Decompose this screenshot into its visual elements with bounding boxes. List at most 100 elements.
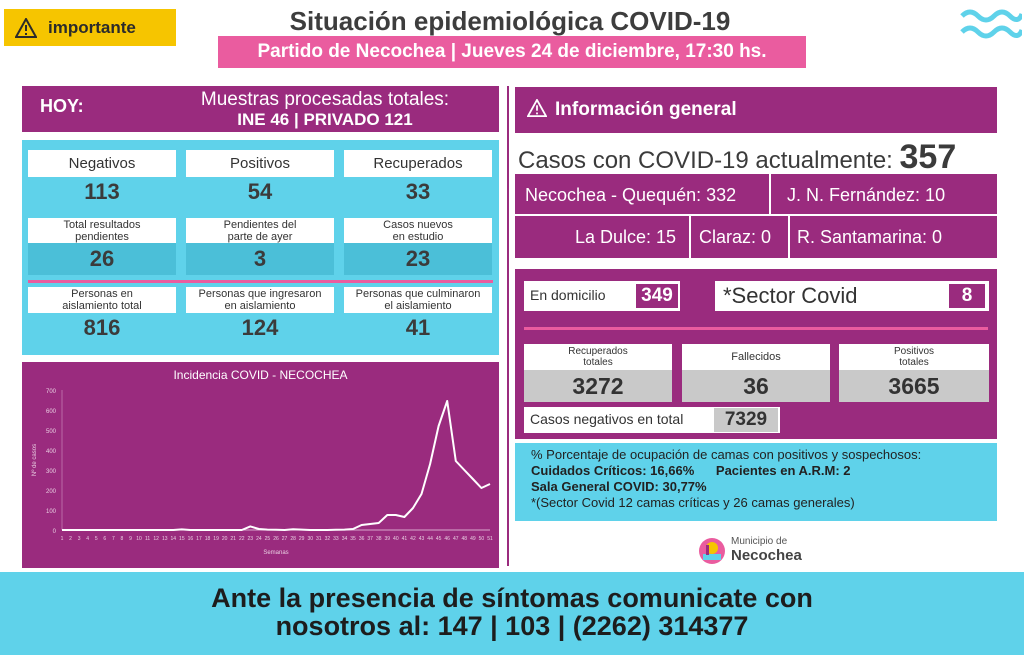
x-tick-label: 46 bbox=[444, 536, 450, 542]
fallecidos-value: 36 bbox=[682, 370, 830, 402]
waves-logo-icon bbox=[960, 6, 1024, 46]
x-tick-label: 4 bbox=[86, 536, 89, 542]
x-tick-label: 8 bbox=[121, 536, 124, 542]
x-tick-label: 41 bbox=[402, 536, 408, 542]
fallecidos-card: Fallecidos 36 bbox=[682, 344, 830, 402]
x-tick-label: 16 bbox=[188, 536, 194, 542]
warning-icon bbox=[526, 98, 548, 121]
importante-badge: importante bbox=[4, 9, 176, 46]
negativos-value: 113 bbox=[28, 177, 176, 207]
info-general-title: Información general bbox=[555, 99, 737, 120]
loc-separator bbox=[515, 214, 997, 216]
x-tick-label: 35 bbox=[350, 536, 356, 542]
loc-separator bbox=[689, 214, 691, 258]
chart-title: Incidencia COVID - NECOCHEA bbox=[173, 368, 348, 382]
footer-line1: Ante la presencia de síntomas comunicate… bbox=[211, 583, 813, 613]
x-tick-label: 43 bbox=[419, 536, 425, 542]
pendientes-ayer-value: 3 bbox=[186, 243, 334, 275]
x-tick-label: 20 bbox=[222, 536, 228, 542]
casos-actuales: Casos con COVID-19 actualmente: 357 bbox=[518, 138, 998, 177]
recuperados-totales-card: Recuperados totales 3272 bbox=[524, 344, 672, 402]
cuidados-criticos: Cuidados Críticos: 16,66% bbox=[531, 463, 695, 478]
positivos-label: Positivos bbox=[186, 150, 334, 177]
x-tick-label: 25 bbox=[265, 536, 271, 542]
y-tick-label: 400 bbox=[46, 449, 57, 455]
recuperados-value: 33 bbox=[344, 177, 492, 207]
x-tick-label: 32 bbox=[325, 536, 331, 542]
x-tick-label: 9 bbox=[129, 536, 132, 542]
fallecidos-label: Fallecidos bbox=[682, 344, 830, 370]
x-tick-label: 29 bbox=[299, 536, 305, 542]
care-panel: En domicilio 349 *Sector Covid 8 Recuper… bbox=[515, 269, 997, 439]
sector-covid-label: *Sector Covid bbox=[723, 283, 858, 308]
municipio-emblem-icon bbox=[699, 538, 725, 564]
positivos-value: 54 bbox=[186, 177, 334, 207]
casos-nuevos-label: Casos nuevos en estudio bbox=[344, 218, 492, 243]
x-tick-label: 39 bbox=[384, 536, 390, 542]
aislamiento-total-value: 816 bbox=[28, 313, 176, 343]
x-tick-label: 14 bbox=[170, 536, 176, 542]
stats-panel: Negativos 113 Positivos 54 Recuperados 3… bbox=[22, 140, 499, 355]
incidence-series-line bbox=[62, 400, 491, 531]
x-tick-label: 44 bbox=[427, 536, 433, 542]
camas-line2: Cuidados Críticos: 16,66% Pacientes en A… bbox=[531, 463, 981, 479]
x-tick-label: 1 bbox=[61, 536, 64, 542]
x-tick-label: 18 bbox=[205, 536, 211, 542]
camas-line1: % Porcentaje de ocupación de camas con p… bbox=[531, 447, 922, 462]
vertical-divider bbox=[507, 86, 509, 566]
x-tick-label: 30 bbox=[307, 536, 313, 542]
x-tick-label: 50 bbox=[479, 536, 485, 542]
logo-line1: Municipio de bbox=[731, 536, 788, 547]
sector-covid-value: 8 bbox=[949, 284, 985, 308]
x-tick-label: 51 bbox=[487, 536, 493, 542]
ingresaron-card: Personas que ingresaron en aislamiento 12… bbox=[186, 287, 334, 343]
hoy-panel: HOY: Muestras procesadas totales: INE 46… bbox=[22, 86, 499, 132]
warning-icon bbox=[4, 17, 48, 38]
camas-note: *(Sector Covid 12 camas críticas y 26 ca… bbox=[531, 495, 855, 510]
loc-claraz: Claraz: 0 bbox=[699, 226, 772, 247]
page-subtitle: Partido de Necochea | Jueves 24 de dicie… bbox=[218, 36, 806, 68]
positivos-totales-card: Positivos totales 3665 bbox=[839, 344, 989, 402]
positivos-card: Positivos 54 bbox=[186, 150, 334, 207]
casos-nuevos-card: Casos nuevos en estudio 23 bbox=[344, 218, 492, 275]
loc-santamarina: R. Santamarina: 0 bbox=[797, 226, 943, 247]
culminaron-value: 41 bbox=[344, 313, 492, 343]
x-tick-label: 27 bbox=[282, 536, 288, 542]
x-tick-label: 40 bbox=[393, 536, 399, 542]
negativos-total-value: 7329 bbox=[714, 408, 778, 432]
pendientes-total-label: Total resultados pendientes bbox=[28, 218, 176, 243]
y-tick-label: 700 bbox=[46, 389, 57, 395]
y-tick-label: 600 bbox=[46, 409, 57, 415]
loc-separator bbox=[788, 214, 790, 258]
x-tick-label: 33 bbox=[333, 536, 339, 542]
pendientes-total-card: Total resultados pendientes 26 bbox=[28, 218, 176, 275]
info-general-header: Información general bbox=[515, 87, 997, 133]
pendientes-ayer-card: Pendientes del parte de ayer 3 bbox=[186, 218, 334, 275]
importante-label: importante bbox=[48, 17, 136, 37]
negativos-total-label: Casos negativos en total bbox=[530, 411, 684, 427]
x-tick-label: 23 bbox=[248, 536, 254, 542]
y-tick-label: 300 bbox=[46, 469, 57, 475]
x-tick-label: 26 bbox=[273, 536, 279, 542]
muestras-values: INE 46 | PRIVADO 121 bbox=[237, 110, 413, 129]
negativos-label: Negativos bbox=[28, 150, 176, 177]
x-tick-label: 17 bbox=[196, 536, 202, 542]
x-tick-label: 38 bbox=[376, 536, 382, 542]
sala-general: Sala General COVID: 30,77% bbox=[531, 479, 707, 494]
domicilio-value: 349 bbox=[636, 284, 678, 308]
recuperados-totales-value: 3272 bbox=[524, 370, 672, 402]
x-tick-label: 31 bbox=[316, 536, 322, 542]
x-tick-label: 11 bbox=[145, 536, 150, 542]
x-tick-label: 34 bbox=[342, 536, 348, 542]
x-tick-label: 28 bbox=[290, 536, 296, 542]
footer-banner: Ante la presencia de síntomas comunicate… bbox=[0, 572, 1024, 655]
sector-covid-box: *Sector Covid 8 bbox=[715, 281, 989, 311]
loc-jnf: J. N. Fernández: 10 bbox=[787, 184, 946, 205]
x-tick-label: 49 bbox=[470, 536, 476, 542]
x-tick-label: 42 bbox=[410, 536, 416, 542]
casos-nuevos-value: 23 bbox=[344, 243, 492, 275]
casos-actuales-label: Casos con COVID-19 actualmente: bbox=[518, 147, 893, 174]
positivos-totales-value: 3665 bbox=[839, 370, 989, 402]
localidades-panel: Necochea - Quequén: 332 J. N. Fernández:… bbox=[515, 174, 997, 258]
aislamiento-total-card: Personas en aislamiento total 816 bbox=[28, 287, 176, 343]
